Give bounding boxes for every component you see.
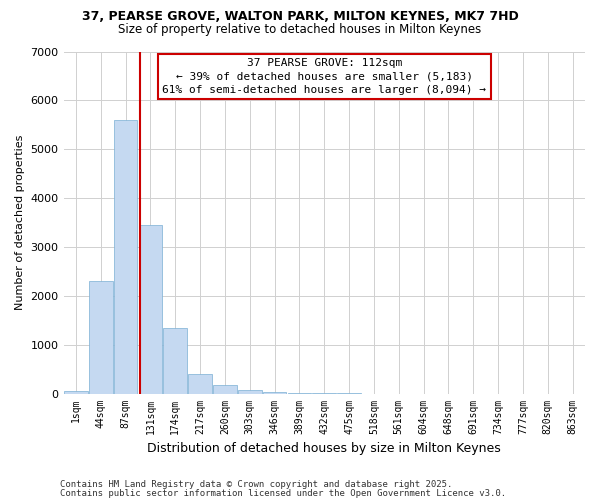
Text: 37, PEARSE GROVE, WALTON PARK, MILTON KEYNES, MK7 7HD: 37, PEARSE GROVE, WALTON PARK, MILTON KE… xyxy=(82,10,518,23)
Text: 37 PEARSE GROVE: 112sqm
← 39% of detached houses are smaller (5,183)
61% of semi: 37 PEARSE GROVE: 112sqm ← 39% of detache… xyxy=(162,58,486,94)
Bar xyxy=(139,225,162,394)
Bar xyxy=(213,385,237,394)
Bar xyxy=(114,120,137,394)
Bar xyxy=(238,390,262,394)
Bar xyxy=(188,374,212,394)
Bar xyxy=(163,328,187,394)
Bar xyxy=(64,391,88,394)
X-axis label: Distribution of detached houses by size in Milton Keynes: Distribution of detached houses by size … xyxy=(148,442,501,455)
Text: Size of property relative to detached houses in Milton Keynes: Size of property relative to detached ho… xyxy=(118,22,482,36)
Text: Contains HM Land Registry data © Crown copyright and database right 2025.: Contains HM Land Registry data © Crown c… xyxy=(60,480,452,489)
Bar xyxy=(89,281,113,394)
Bar xyxy=(263,392,286,394)
Y-axis label: Number of detached properties: Number of detached properties xyxy=(15,135,25,310)
Text: Contains public sector information licensed under the Open Government Licence v3: Contains public sector information licen… xyxy=(60,488,506,498)
